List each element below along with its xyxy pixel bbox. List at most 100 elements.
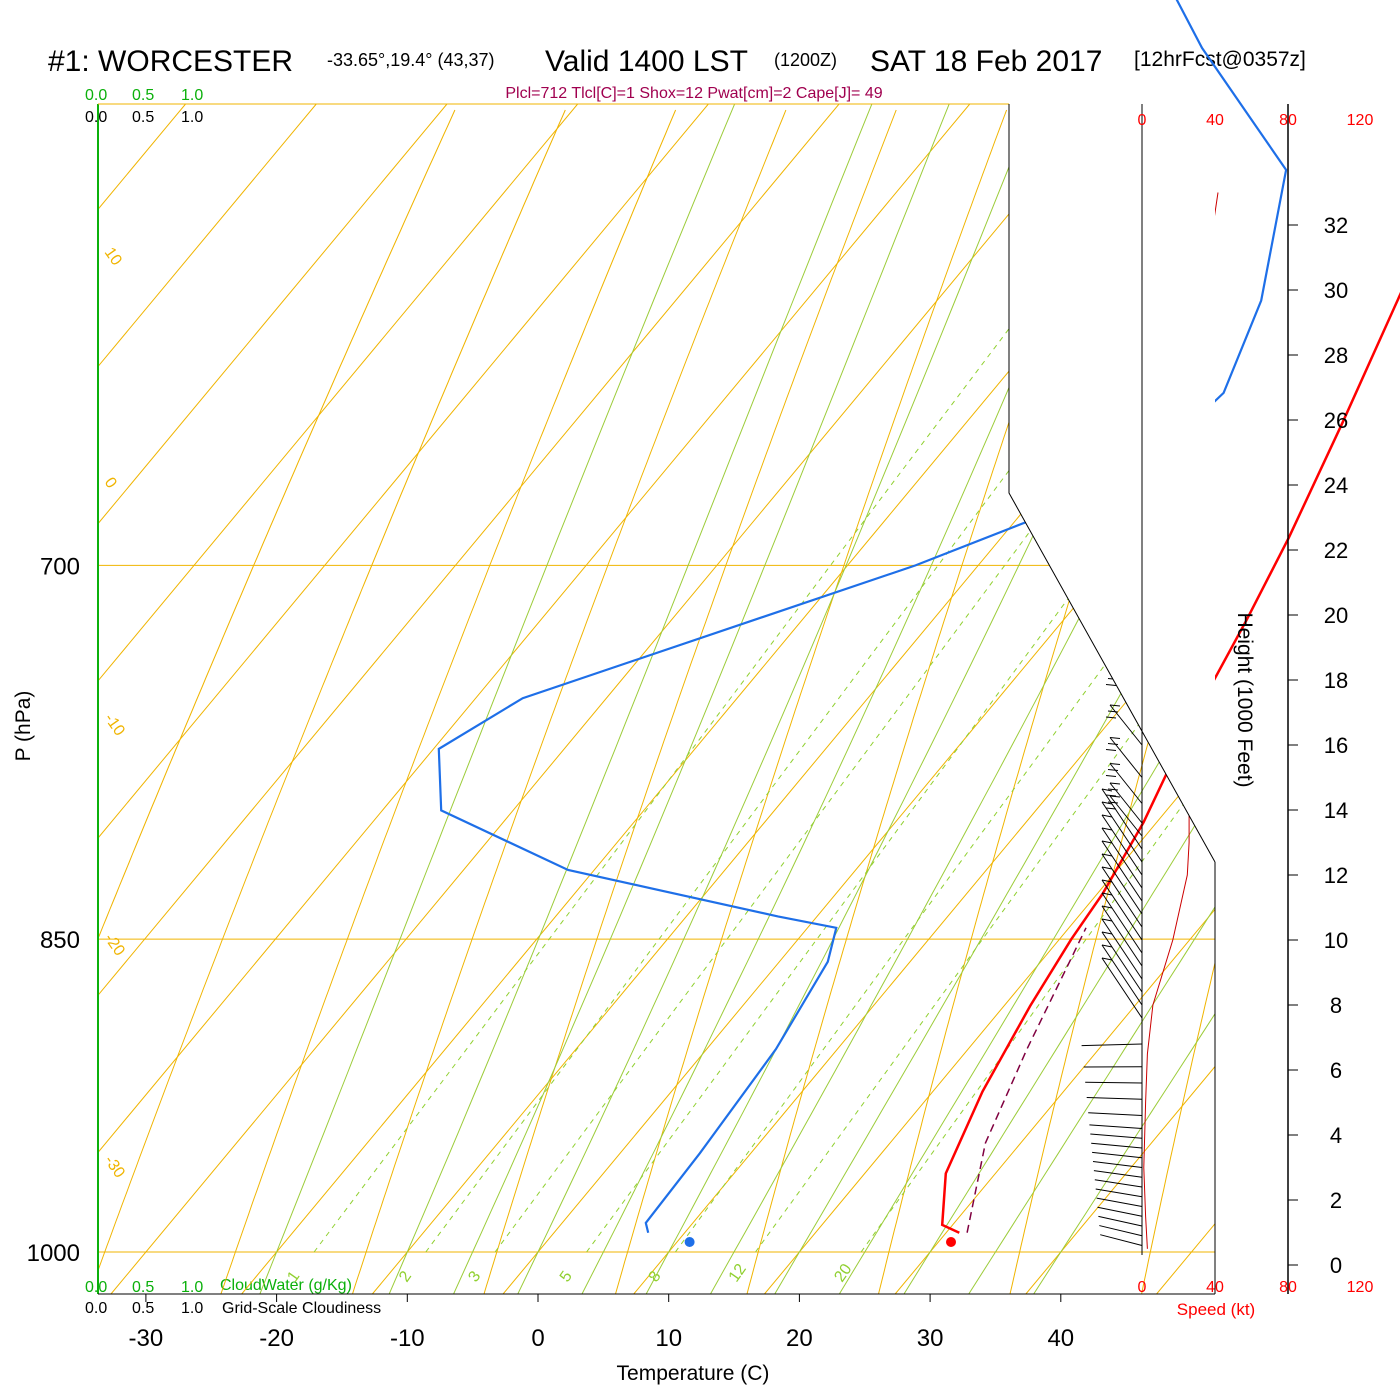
dry-adiabat-line (98, 109, 566, 1272)
moist-adiabat-line (453, 104, 950, 1294)
speed-tick-label: 0 (1138, 112, 1147, 129)
wind-barb (1099, 1225, 1143, 1237)
wind-barb-staff (1089, 1124, 1143, 1129)
moist-adiabat-line (903, 792, 1215, 1294)
height-tick-label: 24 (1324, 473, 1348, 498)
wind-barb (1100, 1234, 1143, 1246)
speed-tick-label: 80 (1279, 1279, 1297, 1296)
wind-barb-staff (1096, 1197, 1143, 1207)
wind-barb-staff (1098, 1215, 1143, 1227)
wind-barb-flag (1101, 801, 1113, 805)
moist-adiabat-line (581, 104, 1129, 1294)
wind-barb (1086, 1096, 1143, 1100)
forecast-info: [12hrFcst@0357z] (1134, 48, 1306, 71)
moist-adiabat-line (838, 667, 1215, 1294)
wind-barb (1101, 905, 1143, 967)
temperature-tick-label: 40 (1047, 1325, 1074, 1352)
wind-barb-staff (1101, 840, 1143, 902)
temperature-tick-label: 30 (917, 1325, 944, 1352)
height-tick-label: 26 (1324, 408, 1348, 433)
dry-adiabat-line (615, 109, 1008, 1294)
height-tick-label: 6 (1330, 1058, 1342, 1083)
wind-barb-flag (1101, 944, 1113, 948)
speed-tick-label: 0 (1138, 1279, 1147, 1296)
wind-barb-staff (1101, 788, 1143, 850)
speed-tick-label: 120 (1347, 112, 1374, 129)
speed-tick-label: 40 (1206, 112, 1224, 129)
wind-barb (1101, 840, 1143, 902)
wind-barb (1098, 1215, 1143, 1227)
wind-barb-staff (1101, 866, 1143, 928)
height-tick-label: 4 (1330, 1123, 1342, 1148)
moist-adiabat-line (774, 523, 1215, 1294)
height-tick-label: 18 (1324, 668, 1348, 693)
cloudwater-tick: 0.0 (85, 1279, 107, 1296)
wind-barb-flag (1105, 763, 1121, 777)
wind-barb-staff (1095, 1188, 1143, 1198)
station-title: #1: WORCESTER (48, 45, 293, 78)
wind-barb (1101, 892, 1143, 954)
height-tick-label: 8 (1330, 993, 1342, 1018)
pressure-tick-label: 1000 (27, 1240, 80, 1267)
wind-barb (1096, 1197, 1143, 1207)
wind-barb-staff (1094, 1179, 1143, 1188)
speed-tick-label: 80 (1279, 112, 1297, 129)
wind-barb-staff (1101, 827, 1143, 889)
mixing-ratio-label: 8 (646, 1268, 665, 1285)
wind-barb-flag (1101, 853, 1113, 857)
cloudiness-tick: 0.0 (85, 109, 107, 126)
wind-barb (1101, 866, 1143, 928)
wind-barb (1105, 782, 1143, 824)
height-axis-title: Height (1000 Feet) (1233, 612, 1256, 787)
wind-barb (1091, 1142, 1143, 1149)
isotherm-line (98, 104, 579, 682)
wind-barb-staff (1101, 957, 1143, 1019)
wind-barb-flag (1101, 827, 1113, 831)
wind-barb-flag (1105, 704, 1121, 719)
cloudiness-tick: 0.5 (132, 1300, 154, 1317)
wind-barb (1101, 879, 1143, 941)
wind-barb-staff (1097, 1206, 1143, 1217)
valid-date: SAT 18 Feb 2017 (870, 45, 1102, 78)
wind-barb-staff (1109, 795, 1143, 837)
height-tick-label: 28 (1324, 343, 1348, 368)
wind-barb (1090, 1133, 1143, 1139)
cloudwater-tick: 0.0 (85, 87, 107, 104)
wind-barb-staff (1100, 1234, 1143, 1246)
wind-barb-staff (1086, 1096, 1143, 1100)
wind-barb-staff (1101, 853, 1143, 915)
height-tick-label: 12 (1324, 863, 1348, 888)
wind-panel-mask (1009, 100, 1215, 862)
wind-barb-staff (1101, 879, 1143, 941)
mixing-ratio-line (425, 194, 1215, 1253)
height-tick-label: 10 (1324, 928, 1348, 953)
cloudwater-label: CloudWater (g/Kg) (220, 1277, 352, 1294)
wind-barb-staff (1101, 892, 1143, 954)
isotherm-line (1025, 1065, 1215, 1294)
moist-adiabat-line (968, 905, 1215, 1294)
wind-barb-flag (1101, 931, 1113, 935)
cloudwater-tick: 1.0 (181, 87, 203, 104)
cloud-legend-bottom: 0.0 0.5 1.0 CloudWater (g/Kg) 0.0 0.5 1.… (85, 1277, 381, 1317)
wind-barb (1092, 1161, 1143, 1168)
cloudiness-label: Grid-Scale Cloudiness (222, 1300, 381, 1317)
moist-adiabat-line (259, 104, 736, 1294)
wind-barb-flag (1101, 866, 1113, 870)
dry-adiabat-line (98, 109, 456, 940)
isotherm-line (98, 104, 971, 1154)
wind-barb (1088, 1112, 1143, 1116)
pressure-tick-label: 700 (40, 553, 80, 580)
parcel-path-line (966, 927, 1087, 1233)
chart-frame (97, 100, 1289, 1295)
wind-barb (1101, 827, 1143, 889)
isotherm-line (110, 104, 1101, 1294)
height-tick-label: 14 (1324, 798, 1348, 823)
wind-barb-staff (1099, 1225, 1143, 1237)
wind-barb (1095, 1188, 1143, 1198)
cloudiness-tick: 0.5 (132, 109, 154, 126)
wind-barb (1092, 1151, 1143, 1159)
temperature-line (940, 291, 1400, 1234)
dry-adiabat-line (352, 109, 787, 1294)
wind-barb (1089, 1124, 1143, 1129)
wind-barb (1105, 704, 1143, 746)
